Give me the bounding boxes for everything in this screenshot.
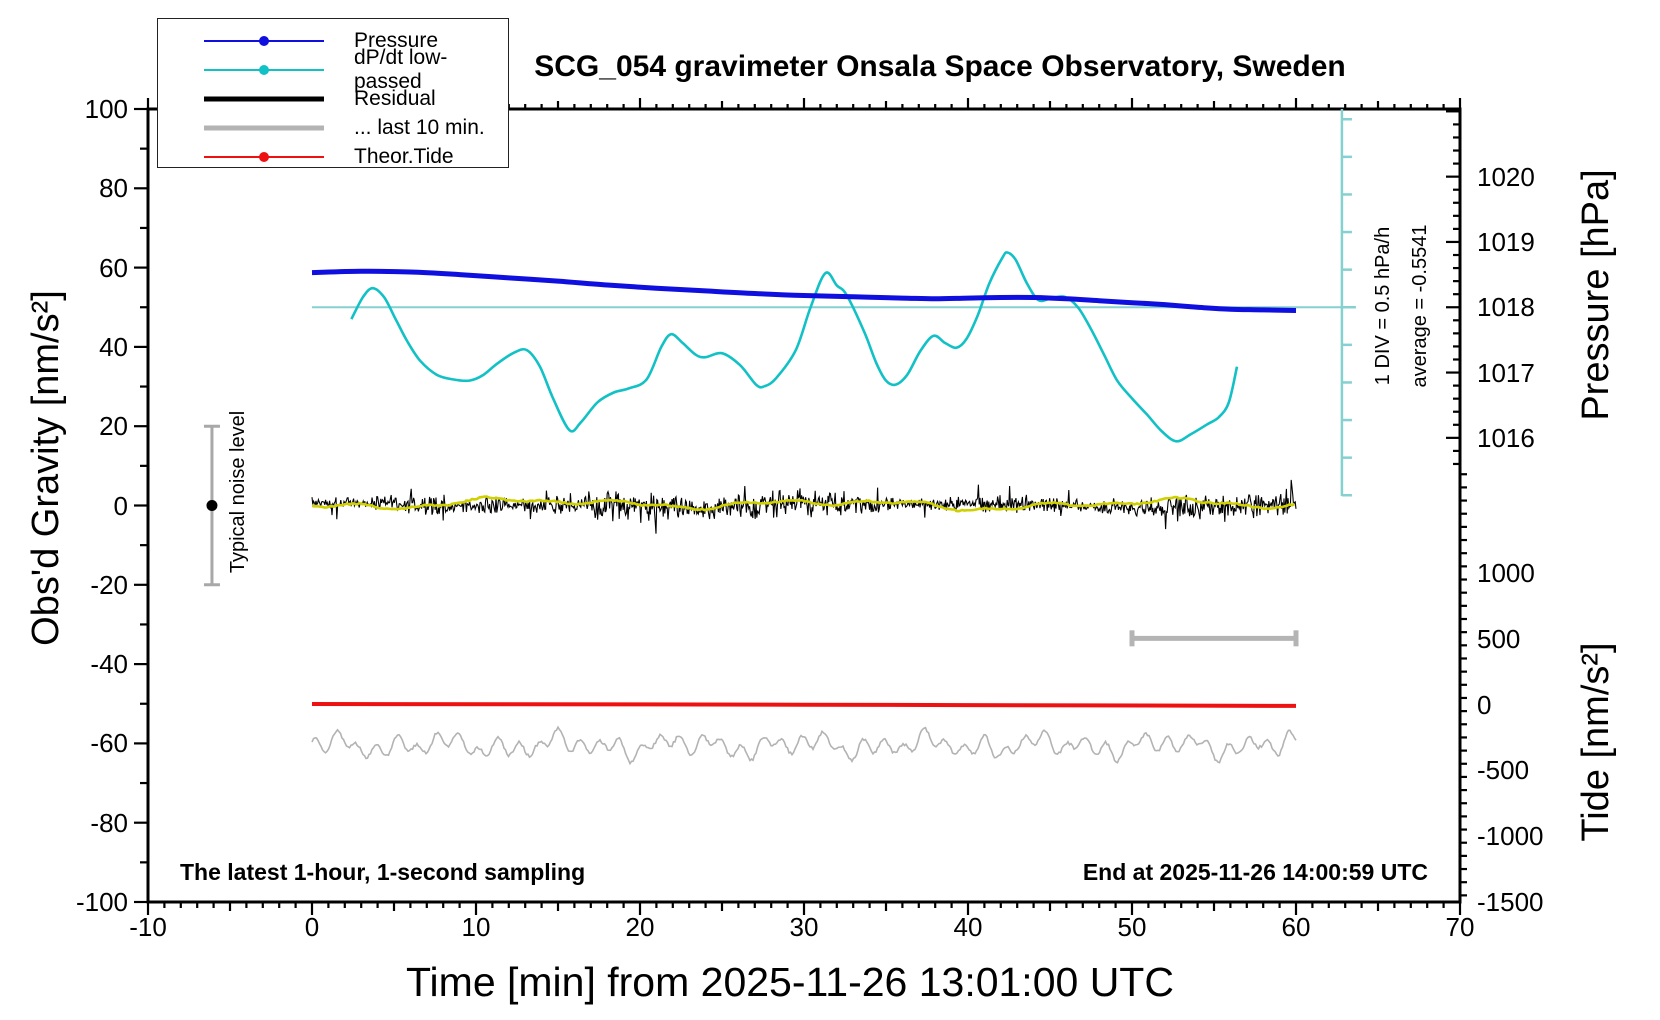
pressure-tick-label: 1017: [1477, 357, 1535, 388]
legend-item-label: Theor.Tide: [354, 144, 454, 168]
legend-item: Pressure: [158, 26, 508, 55]
legend-item: Residual: [158, 84, 508, 113]
gravity-tick-label: 0: [113, 490, 128, 521]
gravity-tick-label: -40: [90, 649, 128, 680]
chart-title: SCG_054 gravimeter Onsala Space Observat…: [534, 50, 1346, 83]
gravity-tick-label: 100: [84, 94, 128, 124]
legend-swatch-line-icon: [204, 96, 324, 101]
legend-item-label: dP/dt low-passed: [354, 45, 448, 93]
tide-tick-label: -500: [1477, 755, 1530, 786]
x-axis-title: Time [min] from 2025-11-26 13:01:00 UTC: [406, 959, 1174, 1005]
residual-lowpass-series: [311, 495, 1296, 513]
x-tick-label: -10: [129, 912, 167, 942]
x-tick-label: 70: [1445, 912, 1475, 942]
gravity-tick-label: 80: [99, 173, 128, 204]
gravity-tick-label: 20: [99, 411, 128, 442]
tide-tick-label: -1500: [1477, 886, 1544, 917]
tide-tick-label: 0: [1477, 689, 1492, 720]
tide-tick-label: -1000: [1477, 821, 1544, 852]
pressure-tick-label: 1019: [1477, 226, 1535, 257]
pressure-tick-label: 1018: [1477, 292, 1535, 323]
legend-item: Theor.Tide: [158, 142, 508, 171]
x-tick-label: 60: [1281, 912, 1311, 942]
x-tick-label: 0: [304, 912, 320, 942]
last10min-series: [311, 725, 1297, 766]
legend-item: ... last 10 min.: [158, 113, 508, 142]
legend-item-label: Residual: [354, 86, 436, 110]
residual-series: [311, 479, 1297, 534]
gravity-tick-label: -20: [90, 569, 128, 600]
gravity-tick-label: 60: [99, 252, 128, 283]
gravity-tick-label: -80: [90, 807, 128, 838]
x-tick-label: 20: [625, 912, 655, 942]
tide-tick-label: 500: [1477, 623, 1521, 654]
pressure-series: [311, 268, 1297, 313]
x-tick-label: 10: [461, 912, 491, 942]
x-tick-label: 50: [1117, 912, 1147, 942]
dpdt-average-label: average = -0.5541: [1409, 224, 1431, 388]
x-tick-label: 40: [953, 912, 983, 942]
right-tide-axis-title: Tide [nm/s²]: [1575, 642, 1617, 842]
sampling-note: The latest 1-hour, 1-second sampling: [180, 859, 586, 885]
theor-tide-series: [311, 702, 1297, 708]
gravity-tick-label: -100: [75, 887, 128, 917]
dpdt-div-scale-label: 1 DIV = 0.5 hPa/h: [1372, 226, 1394, 386]
legend-item: dP/dt low-passed: [158, 46, 508, 93]
x-tick-label: 30: [789, 912, 819, 942]
tide-tick-label: 1000: [1477, 557, 1535, 588]
legend-item-label: Pressure: [354, 28, 439, 52]
end-time-note: End at 2025-11-26 14:00:59 UTC: [1082, 859, 1428, 885]
legend-swatch-dot-icon: [259, 64, 269, 75]
legend-swatch-dot-icon: [259, 35, 269, 46]
pressure-tick-label: 1016: [1477, 422, 1535, 453]
legend-swatch-line-icon: [204, 125, 324, 130]
gravity-tick-label: 40: [99, 331, 128, 362]
dpdt-series: [350, 251, 1239, 443]
legend-box: Pressure dP/dt low-passed Residual ... last…: [157, 18, 509, 168]
pressure-tick-label: 1020: [1477, 161, 1535, 192]
noise-level-center-dot: [206, 500, 218, 511]
typical-noise-level-label: Typical noise level: [227, 410, 249, 574]
legend-item-label: ... last 10 min.: [354, 115, 485, 139]
gravity-tick-label: -60: [90, 728, 128, 759]
right-pressure-axis-title: Pressure [hPa]: [1575, 169, 1617, 421]
legend-swatch-dot-icon: [259, 151, 269, 162]
